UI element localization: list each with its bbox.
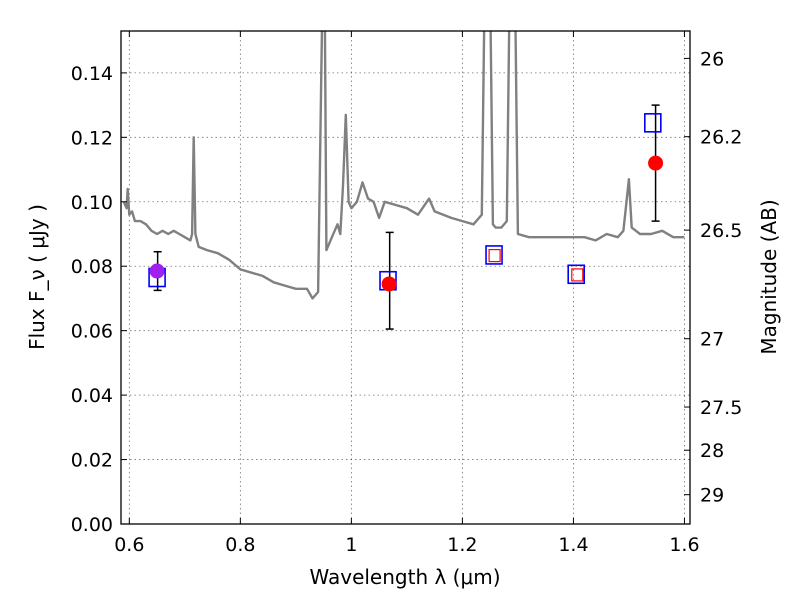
x-tick-label: 0.8: [225, 534, 255, 556]
y-axis-label: Flux F_ν ( μJy ): [25, 204, 49, 350]
y-tick-label: 0.00: [71, 514, 113, 536]
y-tick-label: 0.02: [71, 450, 113, 472]
y-tick-label: 0.08: [71, 256, 113, 278]
y2-tick-label: 26.5: [700, 220, 742, 242]
circle-marker: [381, 276, 397, 292]
y-tick-label: 0.06: [71, 321, 113, 343]
spectrum-line: [122, 31, 685, 300]
blue-square-marker: [567, 264, 586, 285]
y-tick-label: 0.14: [71, 63, 113, 85]
red-square-marker: [571, 268, 584, 282]
y-tick-label: 0.10: [71, 192, 113, 214]
markers: [148, 104, 664, 330]
circle-marker: [648, 155, 664, 171]
y-tick-label: 0.12: [71, 127, 113, 149]
y2-tick-label: 27.5: [700, 397, 742, 419]
x-axis-label: Wavelength λ (μm): [309, 565, 500, 589]
x-tick-label: 1.4: [558, 534, 588, 556]
blue-square-marker: [485, 245, 503, 265]
x-tick-label: 1: [345, 534, 357, 556]
y2-tick-label: 26: [700, 48, 724, 70]
plot-area: [122, 31, 685, 300]
y2-tick-label: 26.2: [700, 127, 742, 149]
y2-tick-label: 29: [700, 485, 724, 507]
y2-tick-label: 28: [700, 440, 724, 462]
x-tick-label: 1.2: [447, 534, 477, 556]
blue-square-marker: [644, 113, 662, 133]
y2-tick-label: 27: [700, 329, 724, 351]
y-tick-label: 0.04: [71, 385, 113, 407]
circle-marker: [149, 263, 165, 279]
axes: 0.6 0.8 1 1.2 1.4 1.6 0.00 0.02 0.04 0.06 0.08 0.10…: [71, 31, 742, 556]
grid: [121, 31, 690, 524]
x-tick-label: 1.6: [669, 534, 699, 556]
red-square-marker: [488, 248, 501, 263]
plot-frame: [120, 30, 691, 525]
y2-axis-label: Magnitude (AB): [757, 199, 781, 354]
x-tick-label: 0.6: [114, 534, 144, 556]
